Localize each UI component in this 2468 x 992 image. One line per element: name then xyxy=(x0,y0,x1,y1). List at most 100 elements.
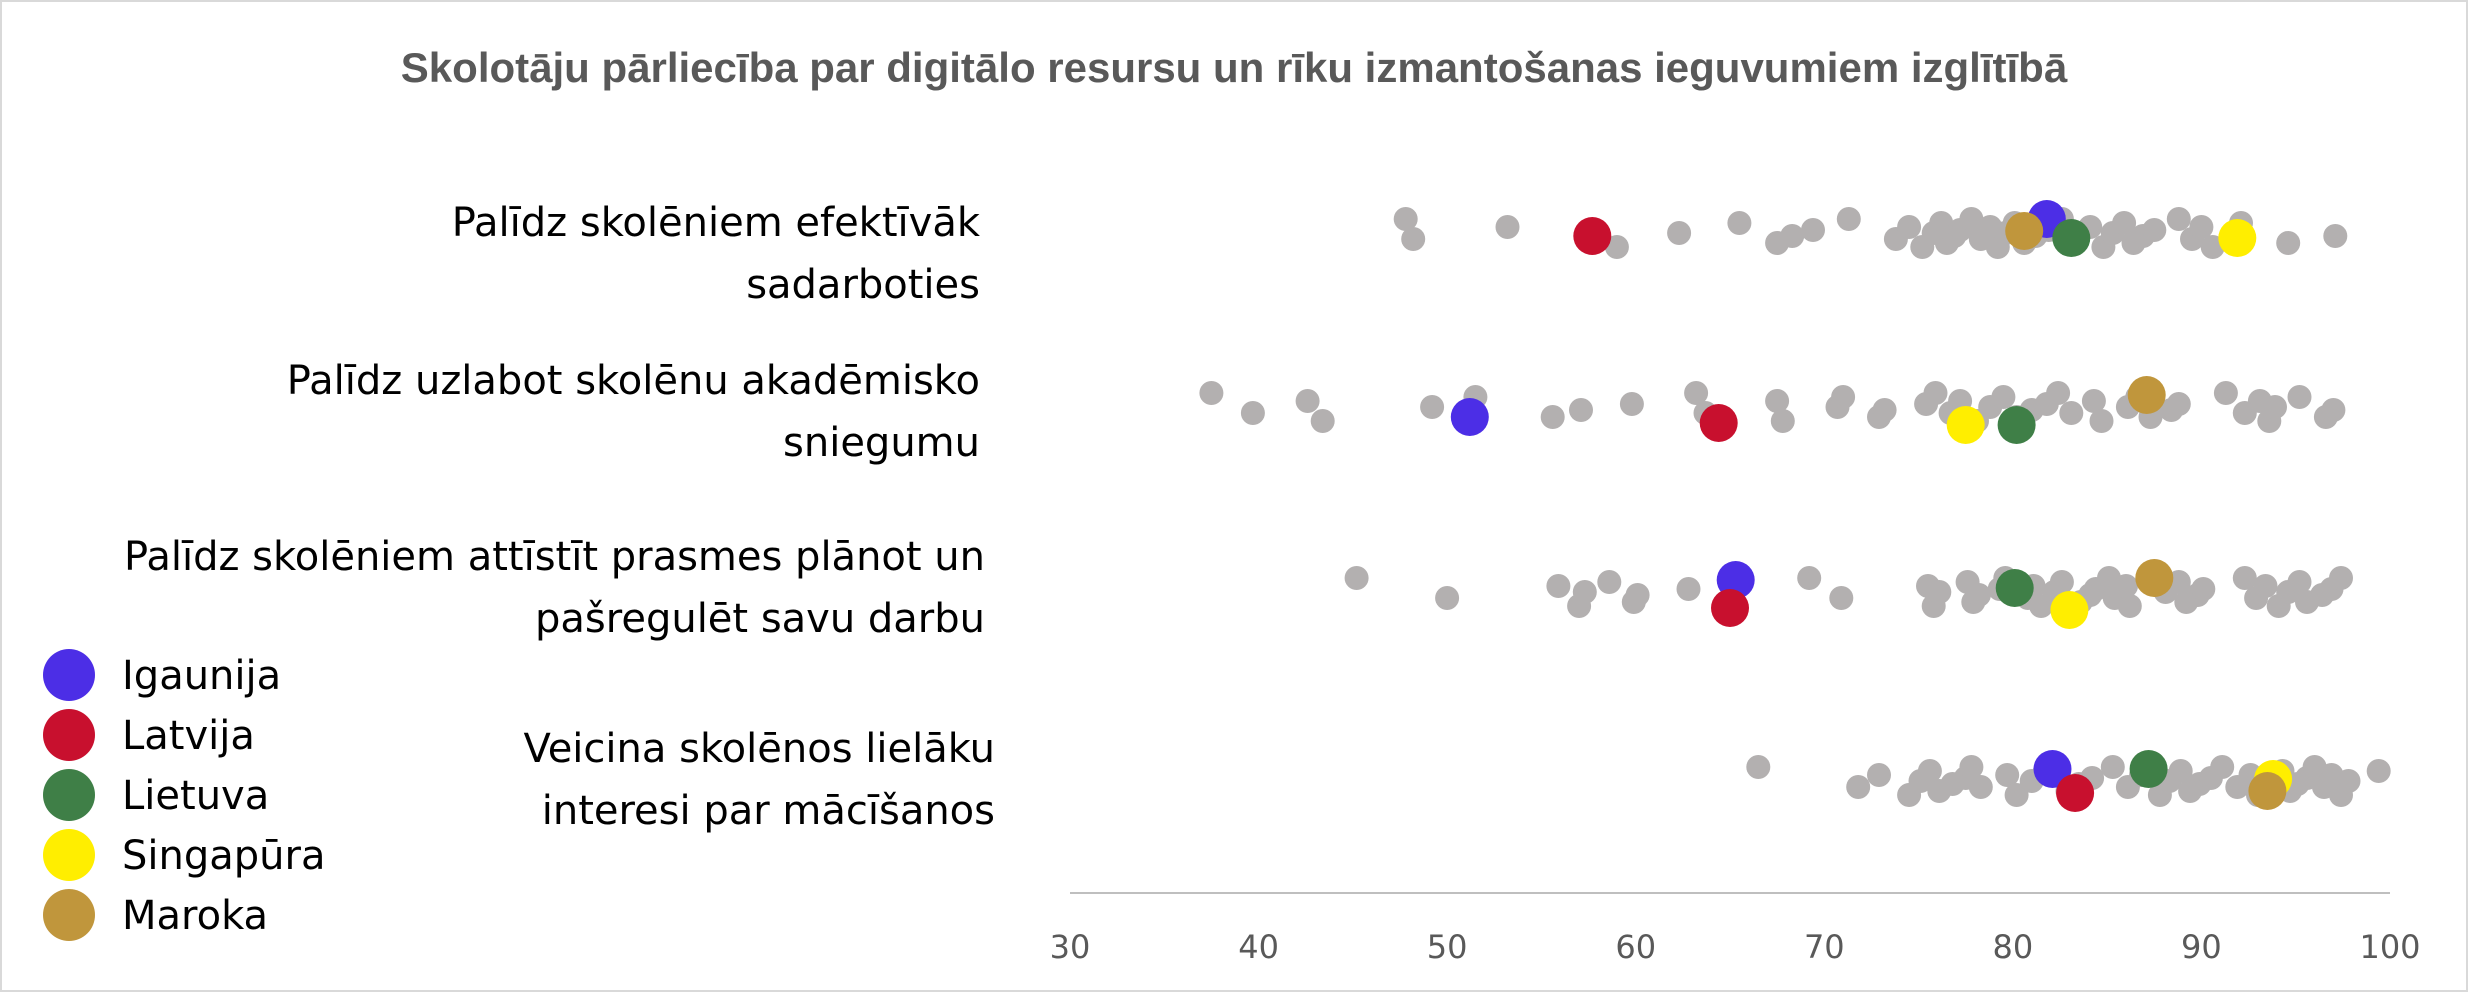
other-country-point xyxy=(1801,218,1825,242)
legend-marker-latvija xyxy=(43,709,95,761)
other-country-point xyxy=(1746,755,1771,779)
point-latvija-row-0 xyxy=(1573,217,1612,255)
point-latvija-row-3 xyxy=(2056,774,2095,812)
category-label-0-line-2: sadarboties xyxy=(746,262,980,308)
other-country-point xyxy=(1597,570,1622,594)
other-country-point xyxy=(1569,398,1593,422)
other-country-point xyxy=(1667,221,1692,245)
x-tick-label: 80 xyxy=(1993,928,2034,966)
other-country-point xyxy=(2046,381,2071,405)
x-tick-label: 70 xyxy=(1804,928,1845,966)
highlighted-country-points xyxy=(1450,200,2293,812)
other-country-point xyxy=(2210,755,2235,779)
other-country-point xyxy=(2276,231,2301,255)
point-lietuva-row-3 xyxy=(2129,750,2168,788)
other-country-point xyxy=(1968,775,1993,799)
category-label-3-line-2: interesi par mācīšanos xyxy=(542,788,995,834)
other-country-point xyxy=(2112,211,2137,235)
other-country-point xyxy=(1959,207,1984,231)
chart-title: Skolotāju pārliecība par digitālo resurs… xyxy=(401,44,2068,91)
legend-label-lietuva: Lietuva xyxy=(122,773,269,819)
other-country-point xyxy=(1240,401,1265,425)
other-country-point xyxy=(2059,401,2084,425)
other-country-point xyxy=(1770,409,1795,433)
point-latvija-row-1 xyxy=(1699,404,1738,442)
other-country-point xyxy=(2287,570,2312,594)
other-country-point xyxy=(1344,566,1369,590)
other-country-point xyxy=(2166,392,2191,416)
category-label-3-line-1: Veicina skolēnos lielāku xyxy=(523,726,995,772)
other-country-point xyxy=(2100,755,2125,779)
point-maroka-row-1 xyxy=(2127,376,2166,414)
other-country-point xyxy=(1846,775,1871,799)
x-tick-label: 100 xyxy=(2359,928,2420,966)
category-label-2-line-2: pašregulēt savu darbu xyxy=(535,596,985,642)
point-igaunija-row-1 xyxy=(1450,398,1489,436)
other-country-point xyxy=(1829,586,1854,610)
other-country-point xyxy=(2329,566,2353,590)
other-country-point xyxy=(1199,381,1224,405)
legend-marker-lietuva xyxy=(43,769,95,821)
legend-marker-singapura xyxy=(43,829,95,881)
x-tick-label: 50 xyxy=(1427,928,1468,966)
point-singapura-row-0 xyxy=(2218,219,2257,257)
x-tick-label: 30 xyxy=(1050,928,1091,966)
legend-label-singapura: Singapūra xyxy=(122,833,325,879)
other-country-point xyxy=(1897,215,1922,239)
other-country-point xyxy=(2117,594,2142,618)
category-labels: Palīdz skolēniem efektīvāk sadarboties P… xyxy=(124,200,995,834)
other-country-point xyxy=(2253,574,2278,598)
other-country-point xyxy=(1797,566,1822,590)
other-country-point xyxy=(1676,577,1701,601)
other-country-point xyxy=(1295,389,1320,413)
legend: Igaunija Latvija Lietuva Singapūra Marok… xyxy=(43,649,325,941)
other-country-point xyxy=(1927,580,1952,604)
other-country-point xyxy=(2089,409,2114,433)
legend-label-latvija: Latvija xyxy=(122,713,255,759)
other-country-point xyxy=(2189,215,2214,239)
point-maroka-row-2 xyxy=(2135,559,2174,597)
x-tick-label: 60 xyxy=(1615,928,1656,966)
other-country-point xyxy=(2323,224,2348,248)
other-country-point xyxy=(2287,385,2312,409)
other-country-point xyxy=(1420,395,1445,419)
category-label-1-line-2: sniegumu xyxy=(783,420,980,466)
other-country-point xyxy=(2168,759,2193,783)
other-country-point xyxy=(2232,566,2257,590)
x-tick-label: 90 xyxy=(2181,928,2222,966)
other-country-point xyxy=(2049,570,2074,594)
point-lietuva-row-0 xyxy=(2052,219,2091,257)
other-country-point xyxy=(1780,224,1805,248)
other-country-point xyxy=(1572,580,1597,604)
other-country-point xyxy=(1604,235,1629,259)
other-country-point xyxy=(1836,207,1861,231)
other-country-point xyxy=(2321,398,2346,422)
other-country-point xyxy=(1619,392,1644,416)
other-country-point xyxy=(1495,215,1520,239)
other-country-point xyxy=(1401,227,1426,251)
other-country-point xyxy=(1310,409,1335,433)
other-country-point xyxy=(1991,385,2016,409)
other-country-point xyxy=(1684,381,1709,405)
legend-marker-igaunija xyxy=(43,649,95,701)
other-country-point xyxy=(1765,389,1790,413)
other-country-point xyxy=(1393,207,1418,231)
category-label-0-line-1: Palīdz skolēniem efektīvāk xyxy=(452,200,981,246)
category-label-2-line-1: Palīdz skolēniem attīstīt prasmes plānot… xyxy=(124,534,985,580)
legend-label-igaunija: Igaunija xyxy=(122,653,281,699)
other-country-point xyxy=(1966,583,1991,607)
other-country-point xyxy=(2213,381,2238,405)
point-maroka-row-0 xyxy=(2005,212,2044,250)
other-country-point xyxy=(2114,574,2138,598)
point-maroka-row-3 xyxy=(2248,772,2287,810)
other-country-point xyxy=(1959,755,1984,779)
other-country-point xyxy=(2336,769,2361,793)
x-tick-label: 40 xyxy=(1238,928,1279,966)
point-igaunija-row-3 xyxy=(2033,750,2072,788)
other-country-point xyxy=(2366,759,2391,783)
other-country-point xyxy=(1625,583,1650,607)
x-axis-tick-labels: 30 40 50 60 70 80 90 100 xyxy=(1050,928,2421,966)
point-singapura-row-1 xyxy=(1946,406,1985,444)
